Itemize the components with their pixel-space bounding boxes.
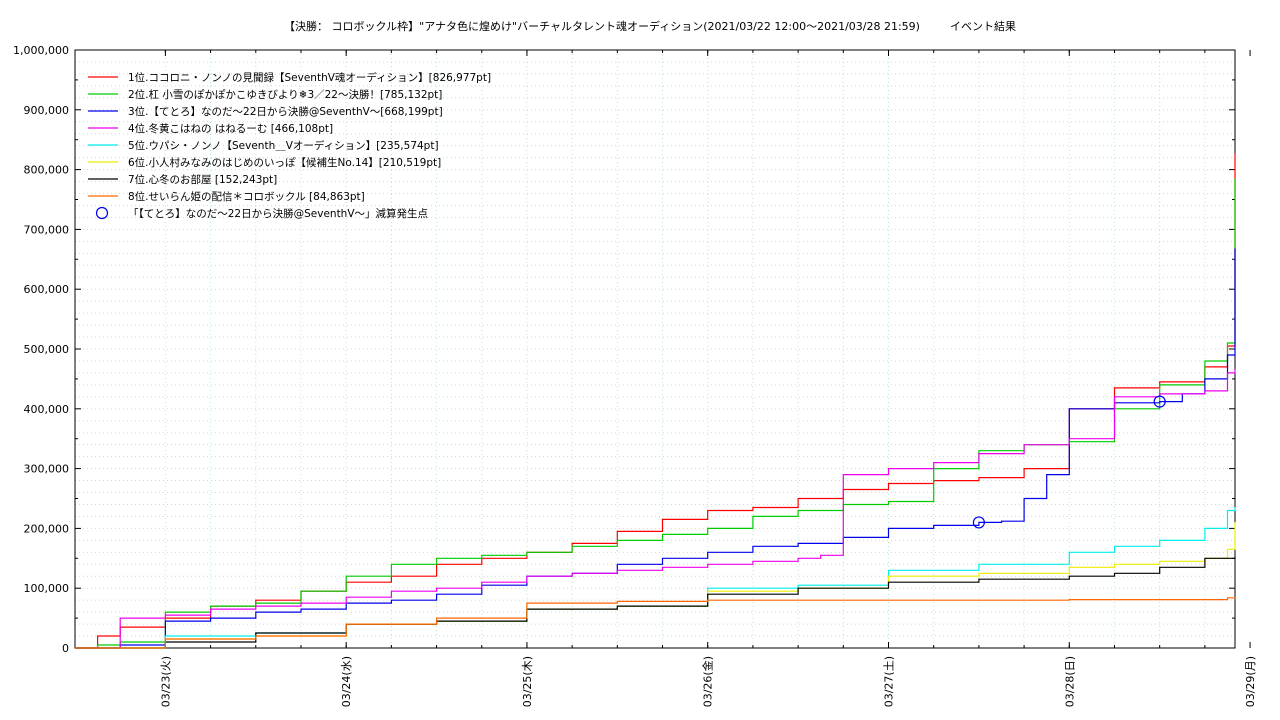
y-tick-label: 500,000 [24,343,70,356]
legend-label: 3位.【てとろ】なのだ〜22日から決勝@SeventhV〜[668,199pt] [128,105,443,118]
y-tick-label: 400,000 [24,403,70,416]
subtraction-marker [1153,395,1166,408]
legend-label: 1位.ココロニ・ノンノの見聞録【SeventhV魂オーディション】[826,97… [128,71,491,84]
series-line-8 [75,597,1236,649]
y-tick-label: 700,000 [24,223,70,236]
y-tick-label: 1,000,000 [13,44,69,57]
x-tick-label: 03/28(日) [1063,656,1076,707]
x-tick-label: 03/27(土) [883,656,896,707]
y-tick-label: 0 [62,642,69,655]
y-tick-label: 900,000 [24,104,70,117]
subtraction-marker [972,516,985,529]
legend-label: 4位.冬黄こはねの はねるーむ [466,108pt] [128,122,333,135]
y-tick-label: 100,000 [24,582,70,595]
series-lines [75,153,1236,649]
y-tick-label: 300,000 [24,463,70,476]
subtraction-markers [972,395,1166,529]
legend-label: 2位.杠 小雪のぽかぽかこゆきびより❄3／22〜決勝！[785,132pt] [128,88,442,101]
x-tick-label: 03/29(月) [1244,656,1257,707]
y-tick-label: 200,000 [24,522,70,535]
x-tick-label: 03/23(火) [159,656,172,707]
legend: 1位.ココロニ・ノンノの見聞録【SeventhV魂オーディション】[826,97… [88,71,491,220]
series-line-2 [75,178,1236,649]
axis-ticks: 0 100,000 200,000 300,000 400,000 500,000 600,… [13,44,1257,707]
legend-label: 5位.ウパシ・ノンノ【Seventh＿Vオーディション】[235,574pt] [128,139,439,152]
legend-marker-swatch [95,206,109,220]
legend-marker-label: 「【てとろ】なのだ〜22日から決勝@SeventhV〜」減算発生点 [128,207,428,220]
x-tick-label: 03/26(金) [701,656,715,707]
y-tick-label: 800,000 [24,164,70,177]
legend-label: 6位.小人村みなみのはじめのいっぽ【候補生No.14】[210,519pt] [128,156,441,169]
chart-title-suffix: イベント結果 [950,19,1016,33]
y-tick-label: 600,000 [24,283,70,296]
x-tick-label: 03/24(水) [340,656,353,707]
chart-title-main: 【決勝： コロボックル枠】"アナタ色に煌めけ"バーチャルタレント魂オーディション… [284,19,920,33]
legend-label: 7位.心冬のお部屋 [152,243pt] [128,173,277,186]
legend-label: 8位.せいらん姫の配信＊コロボックル [84,863pt] [128,190,365,203]
x-tick-label: 03/25(木) [521,656,534,707]
chart-title: 【決勝： コロボックル枠】"アナタ色に煌めけ"バーチャルタレント魂オーディション… [284,19,1016,33]
grid [75,49,1235,649]
series-line-4 [75,369,1236,649]
